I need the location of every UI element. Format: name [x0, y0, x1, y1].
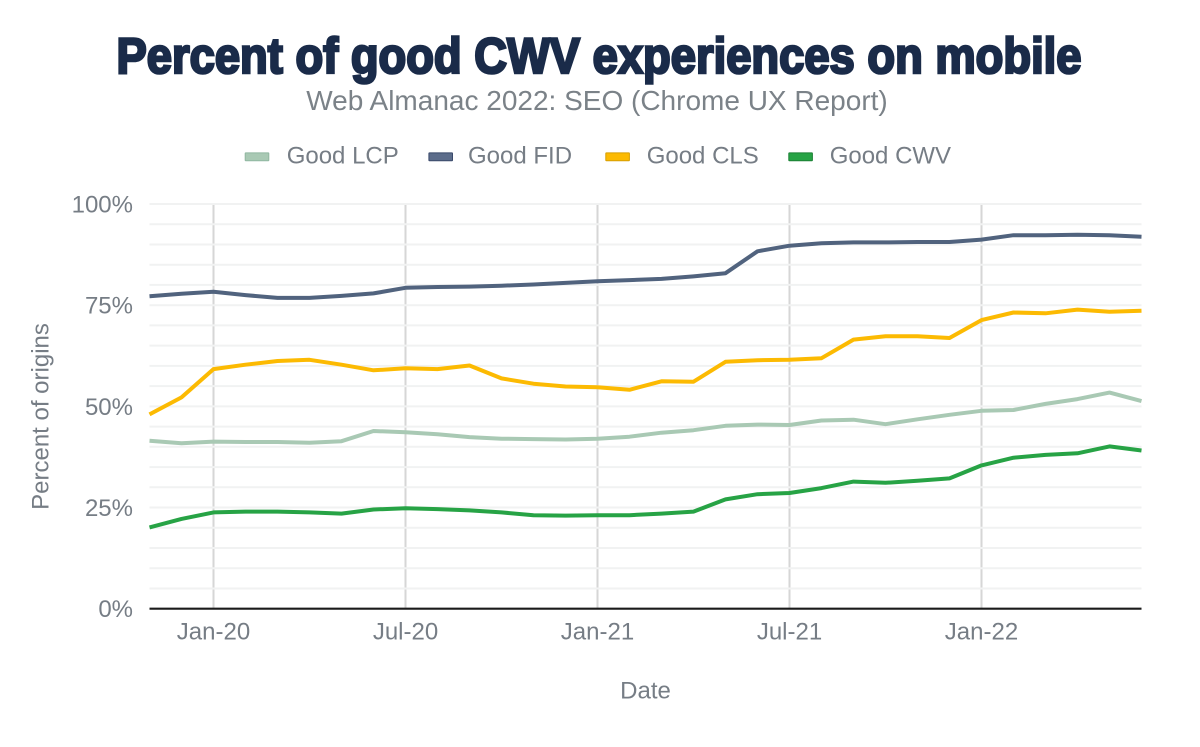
svg-text:Percent of good CWV experience: Percent of good CWV experiences on mobil…: [117, 28, 1082, 84]
svg-text:Date: Date: [620, 678, 671, 705]
svg-text:50%: 50%: [85, 394, 133, 421]
svg-text:100%: 100%: [72, 192, 133, 219]
svg-text:0%: 0%: [98, 596, 133, 623]
svg-text:25%: 25%: [85, 495, 133, 522]
svg-text:Good LCP: Good LCP: [287, 143, 399, 170]
svg-text:Jul-20: Jul-20: [373, 619, 438, 646]
svg-text:Jan-22: Jan-22: [945, 619, 1018, 646]
svg-text:Good FID: Good FID: [468, 143, 572, 170]
svg-text:Percent of origins: Percent of origins: [28, 323, 55, 510]
svg-text:Web Almanac 2022: SEO (Chrome: Web Almanac 2022: SEO (Chrome UX Report): [306, 85, 888, 116]
svg-text:Jan-20: Jan-20: [177, 619, 250, 646]
svg-text:Jan-21: Jan-21: [561, 619, 634, 646]
svg-text:Good CLS: Good CLS: [647, 143, 759, 170]
svg-text:Jul-21: Jul-21: [757, 619, 822, 646]
svg-text:Good CWV: Good CWV: [830, 143, 951, 170]
svg-text:75%: 75%: [85, 293, 133, 320]
